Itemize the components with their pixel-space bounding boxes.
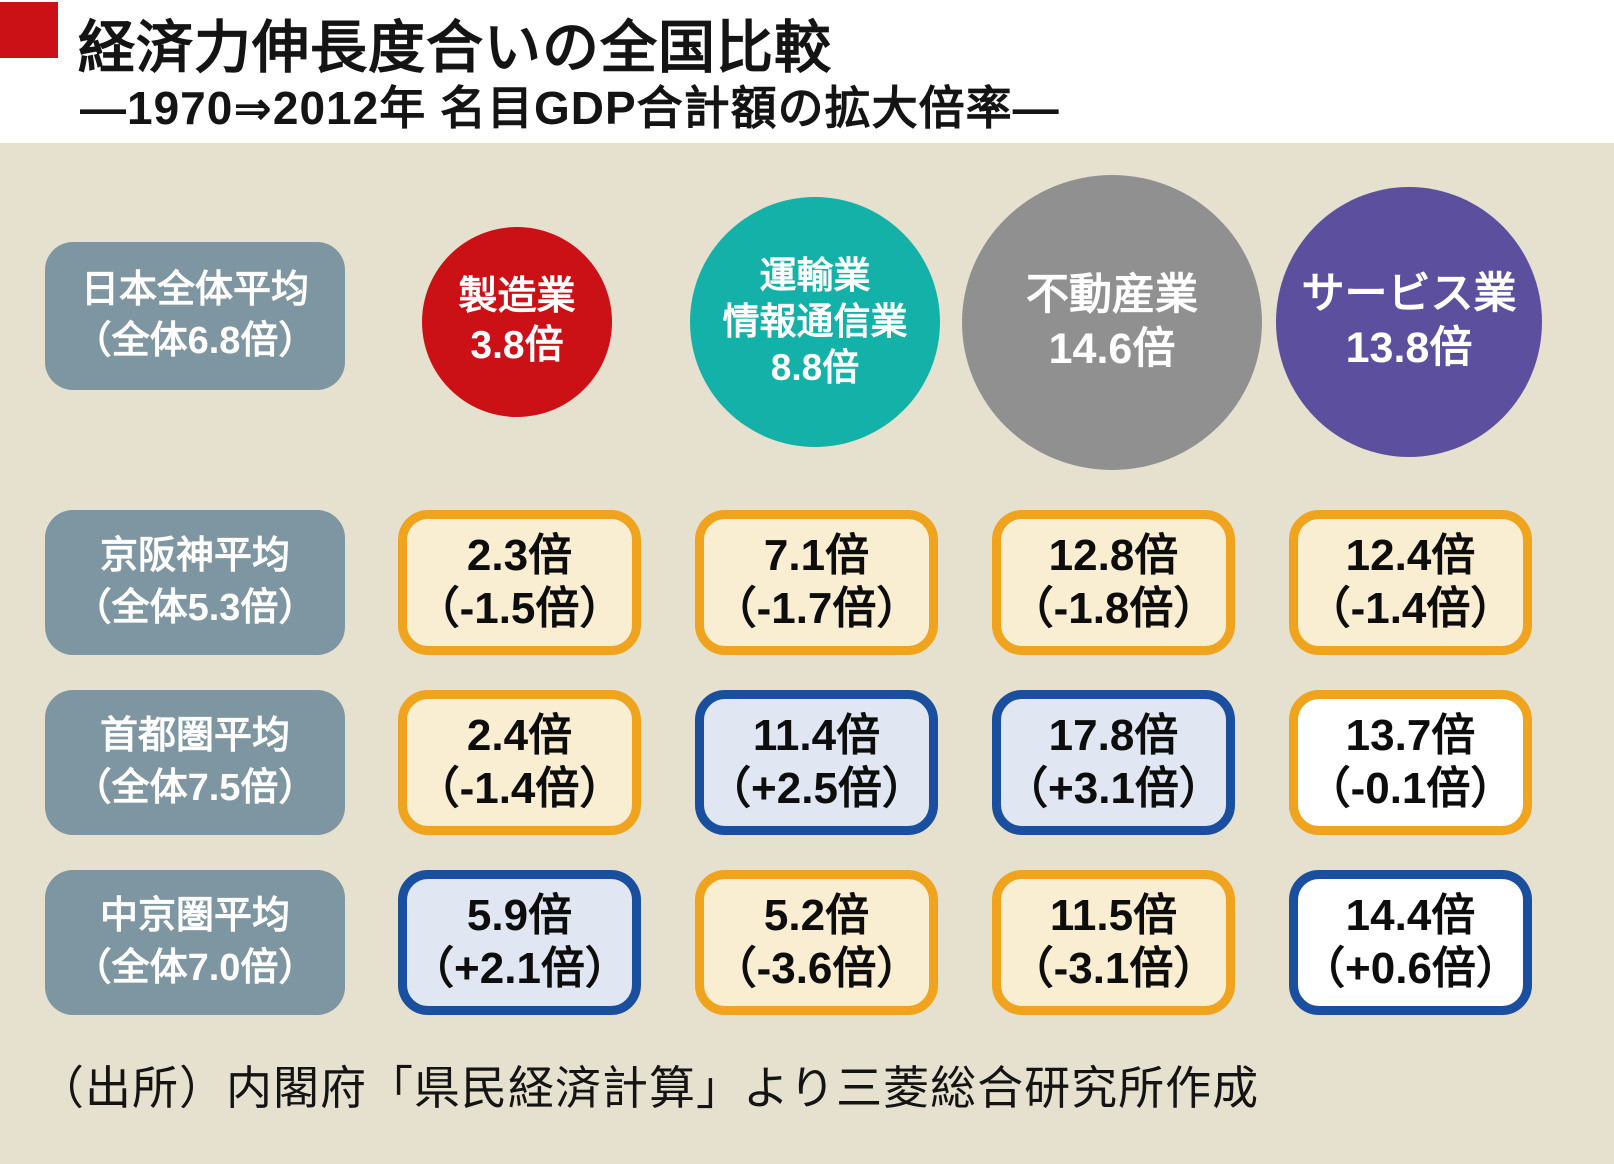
industry-circle-real-estate: 不動産業 14.6倍 [962, 175, 1262, 470]
national-average-label: 日本全体平均 [80, 268, 309, 311]
cell-value: 17.8倍 [1048, 710, 1179, 760]
region-overall-value: （全体7.0倍） [73, 946, 317, 989]
region-label: 京阪神平均 [99, 535, 290, 578]
cell-value: 11.4倍 [752, 710, 881, 760]
cell-value: 14.4倍 [1345, 890, 1476, 940]
cell-diff: （+2.5倍） [707, 763, 926, 813]
cell-value: 13.7倍 [1345, 710, 1476, 760]
title-accent-square [0, 2, 58, 58]
cell-value: 12.4倍 [1345, 530, 1476, 580]
cell-diff: （-1.4倍） [415, 763, 624, 813]
national-average-value: （全体6.8倍） [73, 320, 317, 362]
cell-value: 12.8倍 [1048, 530, 1179, 580]
industry-label: 製造業 [458, 275, 576, 319]
cell-shutoken-manufacturing: 2.4倍 （-1.4倍） [398, 690, 641, 835]
industry-label: 運輸業 [759, 254, 871, 296]
page-subtitle: ―1970⇒2012年 名目GDP合計額の拡大倍率― [80, 82, 1060, 134]
cell-value: 2.3倍 [466, 530, 573, 580]
national-average-badge: 日本全体平均 （全体6.8倍） [45, 242, 345, 390]
industry-circle-transport-ict: 運輸業 情報通信業 8.8倍 [690, 197, 940, 447]
region-badge-chukyoken: 中京圏平均 （全体7.0倍） [45, 870, 345, 1015]
cell-shutoken-real-estate: 17.8倍 （+3.1倍） [992, 690, 1235, 835]
industry-label: サービス業 [1301, 270, 1517, 319]
industry-value: 14.6倍 [1048, 324, 1176, 373]
industry-circle-services: サービス業 13.8倍 [1276, 187, 1542, 457]
source-note: （出所）内閣府「県民経済計算」より三菱総合研究所作成 [38, 1062, 1260, 1114]
cell-chukyoken-manufacturing: 5.9倍 （+2.1倍） [398, 870, 641, 1015]
cell-value: 5.9倍 [466, 890, 573, 940]
cell-diff: （-1.4倍） [1306, 583, 1515, 633]
cell-diff: （+0.6倍） [1301, 943, 1520, 993]
industry-label: 不動産業 [1026, 270, 1198, 319]
cell-keihanshin-services: 12.4倍 （-1.4倍） [1289, 510, 1532, 655]
industry-value: 13.8倍 [1345, 324, 1473, 372]
region-overall-value: （全体7.5倍） [73, 766, 317, 809]
region-badge-keihanshin: 京阪神平均 （全体5.3倍） [45, 510, 345, 655]
cell-diff: （+2.1倍） [410, 943, 629, 993]
cell-value: 5.2倍 [763, 890, 870, 940]
cell-keihanshin-real-estate: 12.8倍 （-1.8倍） [992, 510, 1235, 655]
cell-chukyoken-services: 14.4倍 （+0.6倍） [1289, 870, 1532, 1015]
cell-diff: （+3.1倍） [1004, 763, 1223, 813]
title-band: 経済力伸長度合いの全国比較 ―1970⇒2012年 名目GDP合計額の拡大倍率― [0, 0, 1614, 143]
region-overall-value: （全体5.3倍） [73, 586, 317, 629]
cell-shutoken-services: 13.7倍 （-0.1倍） [1289, 690, 1532, 835]
page-title: 経済力伸長度合いの全国比較 [78, 16, 832, 80]
industry-circle-manufacturing: 製造業 3.8倍 [422, 227, 612, 417]
region-label: 中京圏平均 [99, 895, 290, 938]
region-badge-shutoken: 首都圏平均 （全体7.5倍） [45, 690, 345, 835]
region-label: 首都圏平均 [99, 715, 290, 758]
cell-diff: （-1.8倍） [1009, 583, 1218, 633]
cell-diff: （-3.6倍） [712, 943, 921, 993]
cell-diff: （-3.1倍） [1009, 943, 1218, 993]
cell-diff: （-1.7倍） [712, 583, 921, 633]
cell-shutoken-transport-ict: 11.4倍 （+2.5倍） [695, 690, 938, 835]
cell-value: 7.1倍 [763, 530, 870, 580]
cell-keihanshin-transport-ict: 7.1倍 （-1.7倍） [695, 510, 938, 655]
cell-chukyoken-transport-ict: 5.2倍 （-3.6倍） [695, 870, 938, 1015]
cell-diff: （-0.1倍） [1306, 763, 1515, 813]
cell-value: 11.5倍 [1049, 890, 1178, 940]
cell-chukyoken-real-estate: 11.5倍 （-3.1倍） [992, 870, 1235, 1015]
industry-value: 8.8倍 [770, 347, 860, 389]
industry-value: 3.8倍 [470, 324, 564, 367]
cell-value: 2.4倍 [466, 710, 573, 760]
cell-diff: （-1.5倍） [415, 583, 624, 633]
cell-keihanshin-manufacturing: 2.3倍 （-1.5倍） [398, 510, 641, 655]
industry-label: 情報通信業 [722, 300, 908, 342]
